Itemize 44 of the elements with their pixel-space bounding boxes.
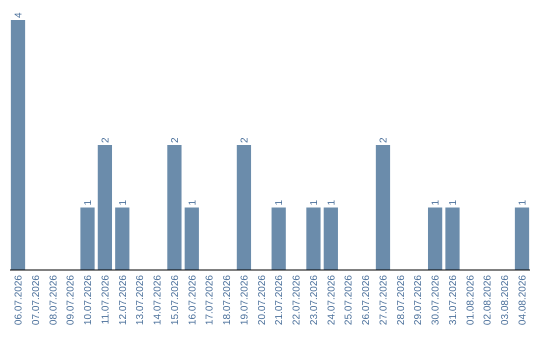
x-tick-label: 02.08.2026 <box>482 274 494 326</box>
data-label: 1 <box>326 200 338 206</box>
x-tick-label: 28.07.2026 <box>396 274 407 326</box>
data-label: 2 <box>170 137 181 143</box>
data-label: 1 <box>430 200 442 206</box>
data-label: 1 <box>118 200 129 206</box>
x-tick-label: 25.07.2026 <box>344 274 355 326</box>
x-tick-label: 13.07.2026 <box>135 274 146 326</box>
x-tick-label: 24.07.2026 <box>326 274 338 326</box>
data-label: 2 <box>100 137 112 143</box>
data-label: 4 <box>13 12 24 18</box>
x-tick-label: 07.07.2026 <box>30 274 42 326</box>
x-tick-label: 16.07.2026 <box>187 274 198 326</box>
data-label: 1 <box>308 200 320 206</box>
x-tick-label: 12.07.2026 <box>118 274 129 326</box>
x-tick-label: 10.07.2026 <box>83 274 94 326</box>
x-tick-label: 31.07.2026 <box>448 274 459 326</box>
x-tick-label: 19.07.2026 <box>239 274 250 326</box>
data-label: 2 <box>378 137 390 143</box>
x-tick-label: 20.07.2026 <box>256 274 268 326</box>
x-tick-label: 15.07.2026 <box>170 274 181 326</box>
x-tick-label: 06.07.2026 <box>13 274 24 326</box>
x-tick-label: 26.07.2026 <box>361 274 372 326</box>
data-label: 1 <box>448 200 459 206</box>
x-tick-label: 09.07.2026 <box>66 274 77 326</box>
x-tick-label: 11.07.2026 <box>100 274 112 324</box>
x-tick-label: 14.07.2026 <box>152 274 164 326</box>
data-label: 1 <box>518 200 529 206</box>
x-tick-label: 17.07.2026 <box>204 274 216 326</box>
x-tick-label: 30.07.2026 <box>430 274 442 326</box>
x-tick-label: 22.07.2026 <box>292 274 303 326</box>
x-tick-label: 27.07.2026 <box>378 274 390 326</box>
x-tick-label: 01.08.2026 <box>465 274 476 326</box>
data-label: 1 <box>187 200 198 206</box>
x-tick-label: 03.08.2026 <box>500 274 512 326</box>
x-tick-label: 18.07.2026 <box>222 274 234 326</box>
x-tick-label: 21.07.2026 <box>274 274 286 326</box>
data-label: 1 <box>83 200 94 206</box>
data-label: 1 <box>274 200 286 206</box>
x-tick-label: 29.07.2026 <box>413 274 424 326</box>
x-tick-label: 23.07.2026 <box>308 274 320 326</box>
data-label: 2 <box>239 137 250 143</box>
x-tick-label: 08.07.2026 <box>48 274 60 326</box>
x-tick-label: 04.08.2026 <box>518 274 529 326</box>
